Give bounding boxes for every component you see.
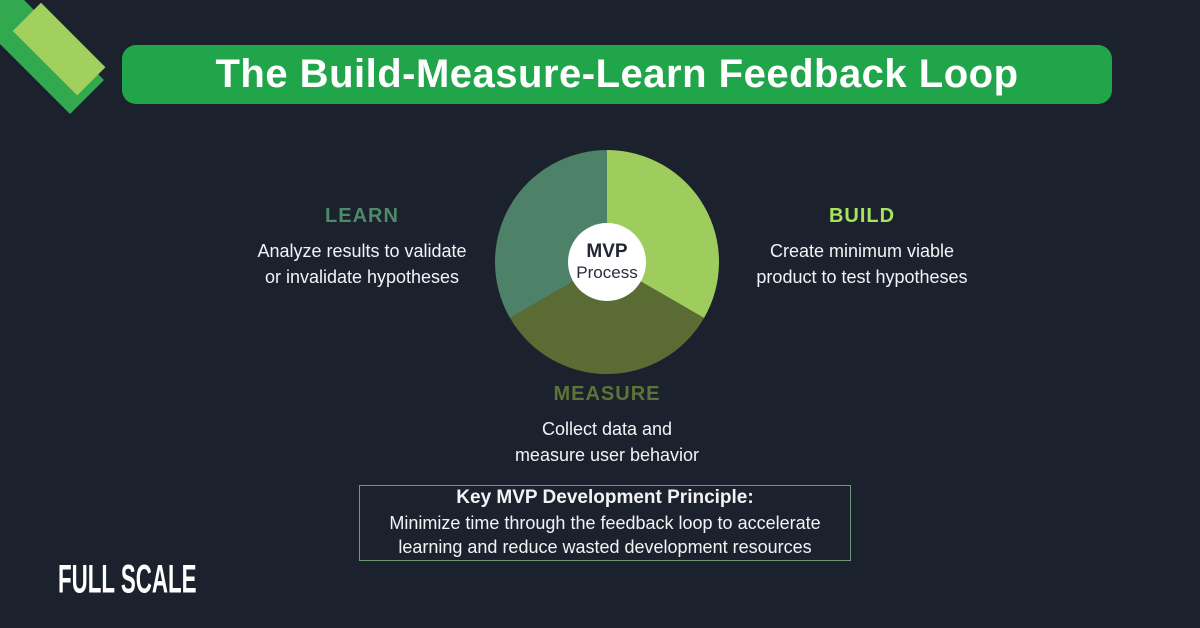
page-title: The Build-Measure-Learn Feedback Loop xyxy=(215,52,1019,96)
segment-block-measure: MEASURE Collect data and measure user be… xyxy=(467,383,747,468)
pie-center-line2: Process xyxy=(576,263,638,283)
segment-desc-build: Create minimum viable product to test hy… xyxy=(722,238,1002,290)
segment-desc-learn-line1: Analyze results to validate xyxy=(257,241,467,261)
segment-desc-learn-line2: or invalidate hypotheses xyxy=(264,267,460,288)
full-scale-logo: FULL SCALE xyxy=(58,556,197,602)
segment-label-learn: LEARN xyxy=(325,205,399,227)
principle-title: Key MVP Development Principle: xyxy=(456,486,754,508)
segment-block-build: BUILD Create minimum viable product to t… xyxy=(722,205,1002,290)
segment-desc-build-line2: product to test hypotheses xyxy=(756,267,968,288)
corner-ribbon-decoration xyxy=(0,0,106,114)
pie-center-circle: MVP Process xyxy=(568,223,646,301)
segment-block-learn: LEARN Analyze results to validate or inv… xyxy=(222,205,502,290)
corner-ribbon-light-stripe xyxy=(12,2,106,96)
pie-center-line1: MVP xyxy=(586,241,628,263)
pie-segment-measure xyxy=(510,262,704,374)
segment-label-measure: MEASURE xyxy=(553,383,661,405)
segment-desc-measure-line2: measure user behavior xyxy=(514,445,700,466)
segment-desc-measure-line1: Collect data and xyxy=(541,419,673,439)
principle-line1: Minimize time through the feedback loop … xyxy=(389,512,821,533)
principle-line2: learning and reduce wasted development r… xyxy=(398,536,812,557)
segment-label-build: BUILD xyxy=(828,205,896,227)
segment-desc-build-line1: Create minimum viable xyxy=(769,241,955,261)
segment-desc-measure: Collect data and measure user behavior xyxy=(467,416,747,468)
principle-box: Key MVP Development Principle: Minimize … xyxy=(359,485,851,561)
title-banner: The Build-Measure-Learn Feedback Loop xyxy=(122,45,1112,104)
segment-desc-learn: Analyze results to validate or invalidat… xyxy=(222,238,502,290)
